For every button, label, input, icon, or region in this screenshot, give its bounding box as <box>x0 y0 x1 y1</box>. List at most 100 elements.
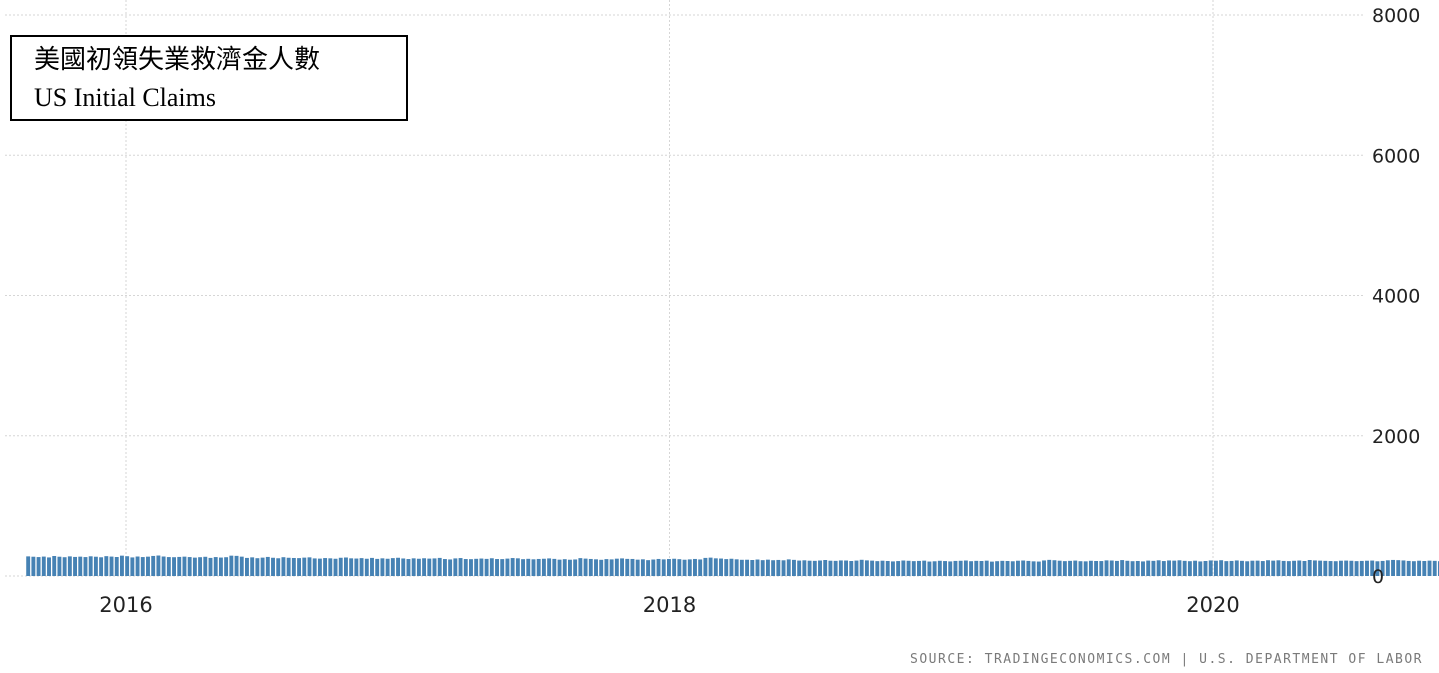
bar <box>896 561 901 576</box>
bar <box>1281 560 1286 576</box>
bar <box>1109 560 1114 576</box>
bar <box>166 557 171 576</box>
bar <box>1068 560 1073 576</box>
bar <box>562 559 567 576</box>
bar <box>1245 561 1250 576</box>
bar <box>948 561 953 576</box>
bar <box>505 558 510 576</box>
bar <box>213 557 218 576</box>
bar <box>713 558 718 576</box>
bar <box>823 560 828 576</box>
bar <box>47 557 51 576</box>
bar <box>640 559 645 576</box>
bar <box>1422 560 1427 576</box>
bar <box>724 559 729 576</box>
bar <box>99 557 104 576</box>
bar <box>932 561 937 576</box>
bar <box>364 558 369 576</box>
bar <box>276 558 281 576</box>
bar <box>1417 560 1422 576</box>
bar <box>1385 560 1390 576</box>
bar <box>1266 560 1270 576</box>
bar <box>969 561 974 576</box>
bar <box>526 558 531 576</box>
bar <box>396 557 400 576</box>
bar <box>620 558 624 576</box>
bar <box>609 559 614 576</box>
bar <box>1021 560 1026 576</box>
bar <box>375 558 380 576</box>
bar <box>1370 560 1375 576</box>
bar <box>599 559 604 576</box>
bar <box>1172 560 1177 576</box>
bar <box>818 560 822 576</box>
chart-title-box: 美國初領失業救濟金人數 US Initial Claims <box>10 35 408 121</box>
bar <box>1260 561 1265 576</box>
bar <box>448 559 453 576</box>
bar <box>218 557 223 576</box>
bar <box>729 558 734 576</box>
bar <box>781 560 786 576</box>
bar <box>901 560 906 576</box>
bar <box>1026 560 1031 576</box>
bar <box>828 560 833 576</box>
bar <box>922 560 927 576</box>
bar <box>1135 560 1140 576</box>
bar <box>1437 561 1439 576</box>
y-tick-label: 4000 <box>1372 286 1420 308</box>
bar <box>771 560 776 576</box>
bar <box>870 560 875 576</box>
bar <box>281 557 286 576</box>
bar <box>1104 560 1109 576</box>
bar <box>135 556 140 576</box>
bar <box>1365 560 1369 576</box>
bar <box>297 558 302 576</box>
bar <box>1401 560 1406 576</box>
bar <box>677 559 682 576</box>
bar <box>989 561 994 576</box>
bar <box>510 558 515 576</box>
bar <box>26 556 31 576</box>
bar <box>984 560 989 576</box>
bar <box>880 560 885 576</box>
bar <box>1042 560 1046 576</box>
bar <box>583 558 588 576</box>
bar <box>1161 561 1166 576</box>
bar <box>1187 561 1192 576</box>
bar <box>1073 560 1078 576</box>
bar <box>1005 560 1010 576</box>
bar <box>453 558 458 576</box>
x-tick-label: 2018 <box>643 593 696 617</box>
bar <box>734 559 739 576</box>
bar <box>125 556 130 576</box>
bar <box>495 559 499 576</box>
bar <box>130 557 135 576</box>
bar <box>1292 560 1297 576</box>
bar <box>229 555 234 576</box>
bar <box>1432 560 1437 576</box>
bar <box>1031 561 1036 576</box>
bar <box>151 555 156 576</box>
bar <box>646 560 651 576</box>
bar <box>625 558 630 576</box>
bar <box>719 558 723 576</box>
bar <box>265 556 270 576</box>
bar <box>1047 559 1052 576</box>
bars <box>26 555 1439 576</box>
bar <box>255 558 260 576</box>
bar <box>52 556 57 576</box>
bar <box>1297 560 1302 576</box>
bar <box>1141 561 1145 576</box>
bar <box>1177 560 1182 576</box>
bar <box>656 558 661 576</box>
bar <box>838 560 843 576</box>
bar <box>500 559 505 576</box>
bar <box>291 557 296 576</box>
bar <box>1427 560 1432 576</box>
bar <box>260 557 265 576</box>
x-tick-label: 2016 <box>99 593 152 617</box>
bar <box>1198 561 1203 576</box>
bar <box>536 558 541 576</box>
bar <box>568 559 572 576</box>
bar <box>1276 560 1281 576</box>
